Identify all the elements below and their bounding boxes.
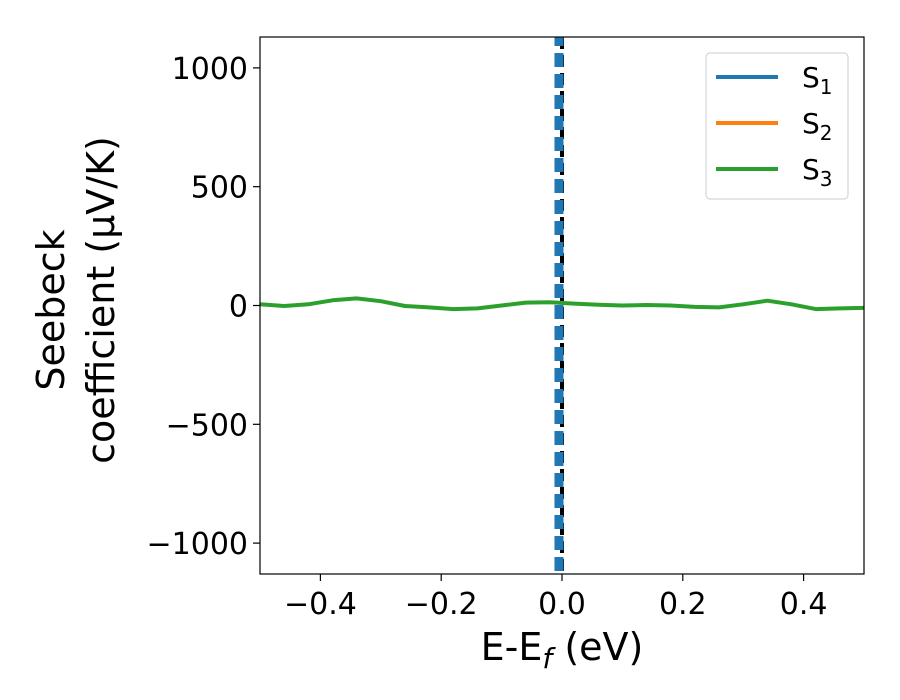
x-tick-label: 0.2	[659, 587, 707, 622]
vertical-lines	[554, 37, 564, 574]
x-tick-label: 0.0	[538, 587, 586, 622]
x-axis-ticks: −0.4 −0.2 0.0 0.2 0.4	[284, 574, 827, 622]
legend-box	[705, 52, 849, 200]
y-tick-label: −1000	[147, 527, 248, 562]
x-tick-label: 0.4	[780, 587, 828, 622]
y-axis-label: Seebeck coefficient (μV/K)	[29, 136, 123, 464]
y-axis-label-line2: coefficient (μV/K)	[79, 136, 123, 464]
legend-label-s2: S2	[802, 107, 833, 145]
legend-label-s1: S1	[802, 61, 833, 99]
y-axis-ticks: −1000 −500 0 500 1000	[147, 52, 260, 562]
y-tick-label: 1000	[172, 52, 248, 87]
y-tick-label: −500	[166, 408, 248, 443]
legend: S1 S2 S3	[705, 52, 849, 200]
y-tick-label: 0	[229, 290, 248, 325]
y-axis-label-line1: Seebeck	[29, 229, 73, 390]
series-lines	[259, 296, 865, 312]
y-tick-label: 500	[191, 171, 248, 206]
series-line-s3	[259, 296, 865, 312]
legend-label-s3: S3	[802, 153, 833, 191]
x-tick-label: −0.4	[284, 587, 357, 622]
x-axis-label: E-Ef (eV)	[481, 625, 644, 675]
x-tick-label: −0.2	[405, 587, 478, 622]
